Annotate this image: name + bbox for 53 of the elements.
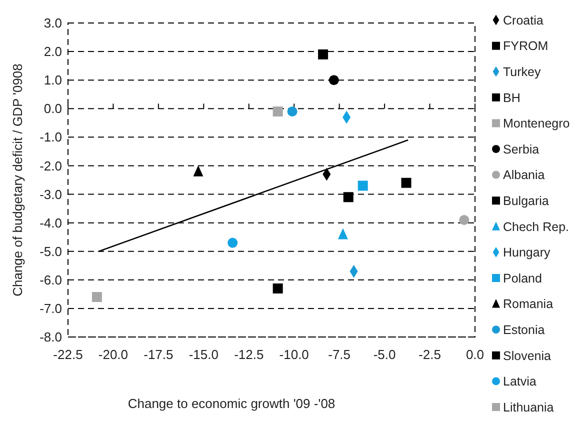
point [272,106,283,116]
legend-label: Bulgaria [503,194,549,208]
legend-label: BH [503,90,520,105]
x-tick-label: -20.0 [98,347,128,362]
point [401,178,412,188]
point [228,238,238,248]
legend-label: Serbia [503,142,540,156]
point [328,75,339,86]
point [338,228,348,240]
legend-label: FYROM [503,39,548,54]
legend-label: Estonia [503,322,545,337]
x-tick-label: -2.5 [418,347,441,362]
y-tick-label: 0.0 [44,101,62,116]
y-axis-title: Change of budgetary deficit / GDP '0908 [10,64,25,296]
x-tick-label: -22.5 [53,347,83,362]
y-tick-label: 2.0 [44,44,62,60]
legend-label: Lithuania [503,400,554,414]
x-tick-label: -15.0 [188,347,218,362]
y-tick-label: -2.0 [40,158,62,174]
x-tick-label: -12.5 [234,347,264,362]
legend-label: Poland [503,271,542,286]
legend-label: Montenegro [503,116,570,131]
legend-label: Latvia [503,374,536,389]
point [343,192,354,202]
point [272,283,283,294]
x-tick-label: -17.5 [144,347,174,362]
point [193,165,204,176]
legend-label: Chech Rep. [503,220,570,234]
y-tick-label: -4.0 [40,215,62,230]
y-tick-label: -5.0 [40,244,62,259]
x-tick-label: -5.0 [373,347,396,362]
y-tick-label: -7.0 [40,301,62,316]
point [92,292,102,302]
y-tick-label: 1.0 [44,72,62,88]
point [358,180,368,191]
legend-label: Romania [503,297,554,312]
legend-label: Albania [503,168,545,182]
x-tick-label: -7.5 [328,347,351,362]
legend-label: Turkey [503,64,542,79]
y-tick-label: -3.0 [40,186,62,202]
y-tick-label: 3.0 [44,16,62,31]
point [287,106,298,116]
legend-label: Slovenia [503,348,551,363]
point [459,214,470,225]
x-axis-title: Change to economic growth '09 -'08 [128,396,336,411]
legend-label: Croatia [503,13,544,28]
y-tick-label: -6.0 [40,272,62,288]
x-tick-label: 0.0 [466,347,484,362]
point [318,49,328,60]
y-tick-label: -1.0 [40,130,62,145]
legend-label: Hungary [503,246,551,260]
y-tick-label: -8.0 [40,330,62,345]
x-tick-label: -10.0 [279,347,309,362]
